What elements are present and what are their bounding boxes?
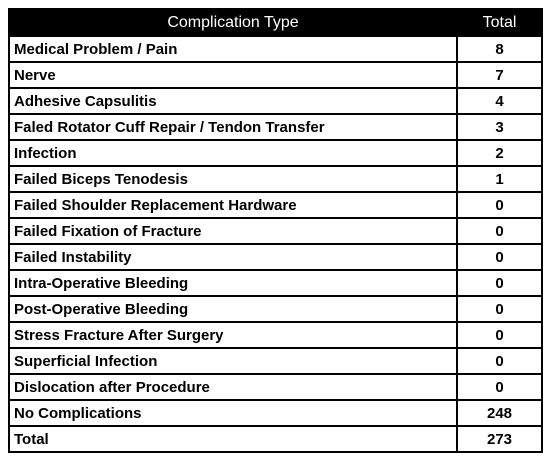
table-row: Failed Shoulder Replacement Hardware 0 bbox=[8, 191, 543, 219]
row-value: 0 bbox=[456, 217, 543, 245]
table-row: Intra-Operative Bleeding 0 bbox=[8, 269, 543, 297]
table-row: Nerve 7 bbox=[8, 61, 543, 89]
row-label: Failed Biceps Tenodesis bbox=[8, 165, 458, 193]
row-label: Failed Instability bbox=[8, 243, 458, 271]
table-row: Failed Instability 0 bbox=[8, 243, 543, 271]
table-row: Infection 2 bbox=[8, 139, 543, 167]
row-label: Nerve bbox=[8, 61, 458, 89]
table-body: Medical Problem / Pain 8 Nerve 7 Adhesive Ca… bbox=[8, 35, 543, 453]
row-value: 0 bbox=[456, 321, 543, 349]
row-value: 8 bbox=[456, 35, 543, 63]
table-row: Total 273 bbox=[8, 425, 543, 453]
header-row: Complication Type Total bbox=[8, 8, 543, 37]
table-row: Superficial Infection 0 bbox=[8, 347, 543, 375]
table-row: Post-Operative Bleeding 0 bbox=[8, 295, 543, 323]
row-value: 0 bbox=[456, 243, 543, 271]
row-value: 4 bbox=[456, 87, 543, 115]
row-label: Failed Fixation of Fracture bbox=[8, 217, 458, 245]
row-label: Superficial Infection bbox=[8, 347, 458, 375]
table-row: Medical Problem / Pain 8 bbox=[8, 35, 543, 63]
row-value: 7 bbox=[456, 61, 543, 89]
table-row: Adhesive Capsulitis 4 bbox=[8, 87, 543, 115]
row-value: 273 bbox=[456, 425, 543, 453]
row-label: Post-Operative Bleeding bbox=[8, 295, 458, 323]
row-label: Failed Shoulder Replacement Hardware bbox=[8, 191, 458, 219]
table-row: No Complications 248 bbox=[8, 399, 543, 427]
table-row: Stress Fracture After Surgery 0 bbox=[8, 321, 543, 349]
row-label: No Complications bbox=[8, 399, 458, 427]
row-value: 0 bbox=[456, 347, 543, 375]
table-row: Dislocation after Procedure 0 bbox=[8, 373, 543, 401]
column-header-total: Total bbox=[456, 8, 543, 37]
row-value: 0 bbox=[456, 269, 543, 297]
row-label: Infection bbox=[8, 139, 458, 167]
row-label: Total bbox=[8, 425, 458, 453]
column-header-complication-type: Complication Type bbox=[8, 8, 458, 37]
row-label: Faled Rotator Cuff Repair / Tendon Trans… bbox=[8, 113, 458, 141]
table-row: Failed Fixation of Fracture 0 bbox=[8, 217, 543, 245]
table-row: Faled Rotator Cuff Repair / Tendon Trans… bbox=[8, 113, 543, 141]
row-value: 3 bbox=[456, 113, 543, 141]
row-value: 0 bbox=[456, 295, 543, 323]
row-value: 2 bbox=[456, 139, 543, 167]
row-label: Dislocation after Procedure bbox=[8, 373, 458, 401]
table-row: Failed Biceps Tenodesis 1 bbox=[8, 165, 543, 193]
row-label: Medical Problem / Pain bbox=[8, 35, 458, 63]
row-value: 1 bbox=[456, 165, 543, 193]
complication-table: Complication Type Total Medical Problem … bbox=[8, 8, 543, 453]
row-value: 0 bbox=[456, 191, 543, 219]
row-value: 248 bbox=[456, 399, 543, 427]
row-label: Adhesive Capsulitis bbox=[8, 87, 458, 115]
row-value: 0 bbox=[456, 373, 543, 401]
row-label: Stress Fracture After Surgery bbox=[8, 321, 458, 349]
row-label: Intra-Operative Bleeding bbox=[8, 269, 458, 297]
